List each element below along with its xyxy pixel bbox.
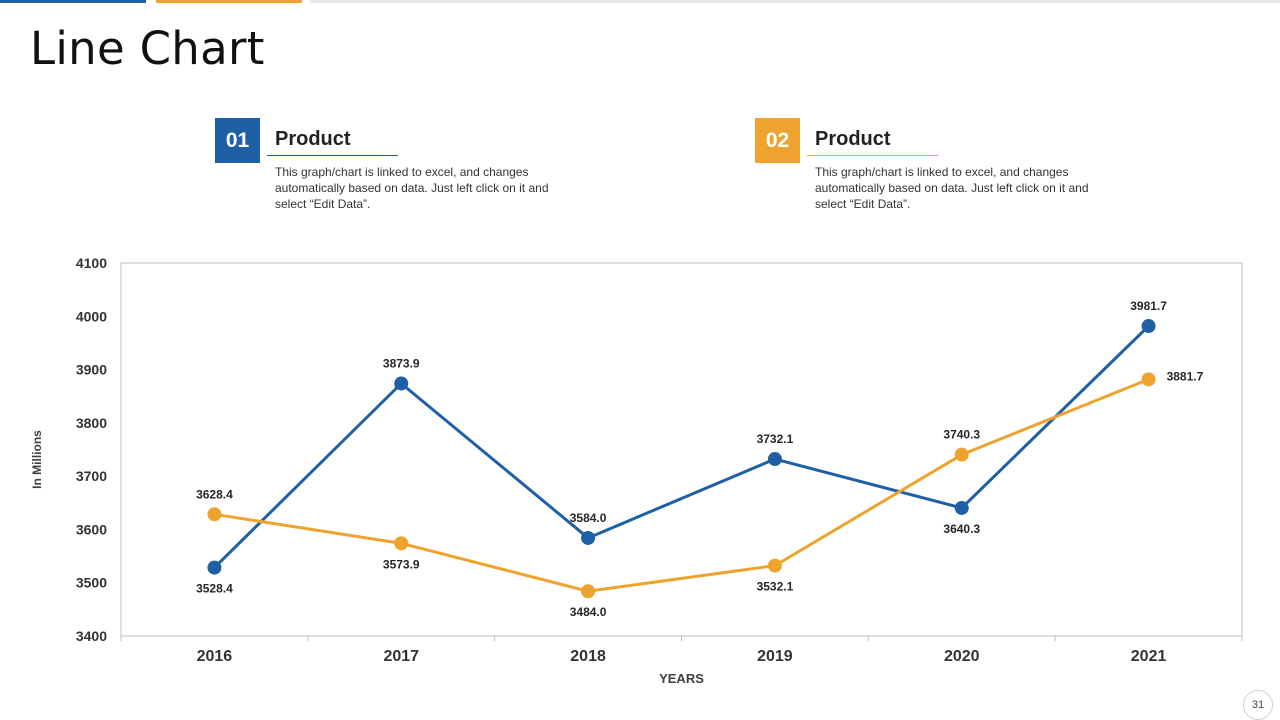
y-tick-label: 3500 bbox=[76, 575, 107, 591]
data-label: 3584.0 bbox=[570, 511, 607, 525]
x-tick-label: 2016 bbox=[197, 648, 233, 665]
x-tick-label: 2020 bbox=[944, 648, 980, 665]
data-point[interactable] bbox=[954, 500, 969, 515]
x-tick-label: 2017 bbox=[383, 648, 419, 665]
series-line-1 bbox=[213, 324, 1150, 569]
y-tick-label: 3800 bbox=[76, 415, 107, 431]
data-point[interactable] bbox=[394, 536, 409, 551]
x-axis-title: YEARS bbox=[659, 671, 704, 686]
top-accent-bar-gray bbox=[310, 0, 1280, 3]
data-point[interactable] bbox=[767, 558, 782, 573]
data-label: 3573.9 bbox=[383, 557, 420, 571]
data-point[interactable] bbox=[581, 584, 596, 599]
x-tick-label: 2019 bbox=[757, 648, 793, 665]
data-point[interactable] bbox=[394, 376, 409, 391]
data-label: 3881.7 bbox=[1167, 369, 1204, 383]
page-number: 31 bbox=[1243, 690, 1273, 720]
card-description: This graph/chart is linked to excel, and… bbox=[815, 165, 1089, 211]
series-line-2 bbox=[214, 377, 1150, 593]
card-underline bbox=[267, 155, 398, 156]
data-label: 3740.3 bbox=[943, 428, 980, 442]
y-tick-label: 3900 bbox=[76, 362, 107, 378]
data-point[interactable] bbox=[581, 530, 596, 545]
page-title: Line Chart bbox=[30, 22, 265, 75]
x-tick-label: 2018 bbox=[570, 648, 606, 665]
data-label: 3640.3 bbox=[943, 522, 980, 536]
card-underline bbox=[807, 155, 938, 156]
x-tick-label: 2021 bbox=[1131, 648, 1167, 665]
top-accent-bar-orange bbox=[156, 0, 302, 3]
data-point[interactable] bbox=[767, 452, 782, 467]
y-axis-title: In Millions bbox=[30, 430, 44, 489]
data-point[interactable] bbox=[954, 447, 969, 462]
data-label: 3532.1 bbox=[757, 580, 794, 594]
top-accent-bar-blue bbox=[0, 0, 146, 3]
data-label: 3484.0 bbox=[570, 605, 607, 619]
card-number-badge: 02 bbox=[755, 118, 800, 163]
data-point[interactable] bbox=[1141, 319, 1156, 334]
data-label: 3528.4 bbox=[196, 582, 233, 596]
y-tick-label: 4100 bbox=[76, 255, 107, 271]
data-point[interactable] bbox=[1141, 372, 1156, 387]
data-point[interactable] bbox=[207, 560, 222, 575]
card-heading: Product bbox=[815, 128, 891, 150]
data-label: 3873.9 bbox=[383, 356, 420, 370]
data-label: 3981.7 bbox=[1130, 299, 1167, 313]
card-heading: Product bbox=[275, 128, 351, 150]
y-tick-label: 4000 bbox=[76, 308, 107, 324]
y-tick-label: 3600 bbox=[76, 521, 107, 537]
y-tick-label: 3400 bbox=[76, 628, 107, 644]
y-tick-label: 3700 bbox=[76, 468, 107, 484]
data-label: 3732.1 bbox=[757, 432, 794, 446]
data-point[interactable] bbox=[207, 507, 222, 522]
card-number-badge: 01 bbox=[215, 118, 260, 163]
plot-area-frame bbox=[120, 262, 1243, 637]
card-description: This graph/chart is linked to excel, and… bbox=[275, 165, 549, 211]
data-label: 3628.4 bbox=[196, 487, 233, 501]
